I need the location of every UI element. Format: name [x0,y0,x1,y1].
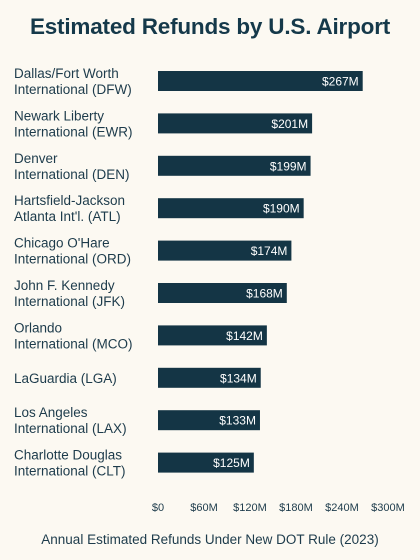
x-tick-label: $180M [279,502,313,514]
category-label-line: Charlotte Douglas [14,448,122,463]
x-tick-label: $0 [152,502,164,514]
category-label-line: Los Angeles [14,405,88,420]
category-label: Hartsfield-Jackson Atlanta Int'l. (ATL) [14,193,125,224]
category-label-line: Atlanta Int'l. (ATL) [14,209,121,224]
x-axis-title: Annual Estimated Refunds Under New DOT R… [41,532,379,547]
category-label: Denver International (DEN) [14,151,130,182]
category-label: Dallas/Fort Worth International (DFW) [14,66,132,97]
category-label: John F. Kennedy International (JFK) [14,278,125,309]
bar [158,113,313,134]
category-label: Charlotte Douglas International (CLT) [14,448,126,479]
category-label: Chicago O'Hare International (ORD) [14,236,131,267]
bar-value-label: $190M [263,202,300,216]
category-label-line: International (JFK) [14,294,125,309]
category-label: Newark Liberty International (EWR) [14,108,133,139]
bar [158,155,311,176]
bar [158,325,267,346]
bar-value-label: $174M [251,244,288,258]
x-tick-label: $60M [190,502,218,514]
bar-value-label: $199M [270,159,307,173]
bar [158,410,260,431]
category-label-line: LaGuardia (LGA) [14,371,117,386]
category-label-line: International (CLT) [14,464,126,479]
category-label-line: International (ORD) [14,252,131,267]
x-tick-label: $240M [325,502,359,514]
bar [158,71,363,91]
category-label-line: International (MCO) [14,336,133,351]
bar-value-label: $168M [246,287,283,301]
category-label: Los Angeles International (LAX) [14,405,127,436]
category-label-line: Denver [14,151,58,166]
category-label-line: International (DFW) [14,82,132,97]
bar-value-label: $133M [219,414,256,428]
category-label-line: International (LAX) [14,421,127,436]
category-label-line: International (EWR) [14,124,133,139]
bar-value-label: $142M [226,329,263,343]
category-label-line: Hartsfield-Jackson [14,193,125,208]
category-label-line: Orlando [14,320,62,335]
category-label-line: Chicago O'Hare [14,236,110,251]
chart-title: Estimated Refunds by U.S. Airport [29,14,391,39]
bar-value-label: $134M [220,371,257,385]
bar [158,283,287,303]
bar-value-label: $267M [322,75,359,89]
x-tick-label: $300M [371,502,405,514]
bar [158,452,254,473]
category-label-line: Newark Liberty [14,108,104,123]
category-label-line: John F. Kennedy [14,278,115,293]
category-label-line: Dallas/Fort Worth [14,66,119,81]
x-tick-label: $120M [233,502,267,514]
bar-value-label: $201M [271,117,308,131]
bar-value-label: $125M [213,456,250,470]
category-label-line: International (DEN) [14,167,130,182]
bar [158,240,292,261]
bar [158,198,304,219]
category-label: Orlando International (MCO) [14,320,133,351]
category-label: LaGuardia (LGA) [14,371,117,386]
bar [158,367,261,388]
